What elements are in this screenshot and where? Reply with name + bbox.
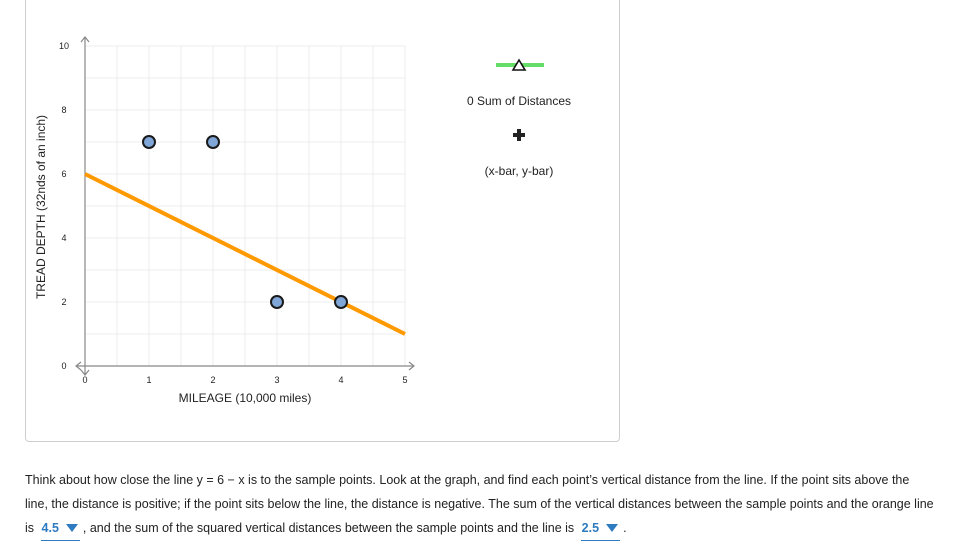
x-tick-label: 4 bbox=[338, 375, 343, 385]
x-tick-label: 5 bbox=[402, 375, 407, 385]
axes bbox=[75, 36, 415, 376]
arrow-left-icon bbox=[75, 361, 82, 371]
y-tick-label: 2 bbox=[61, 297, 66, 307]
y-tick-label: 10 bbox=[59, 41, 69, 51]
mean-point-label: (x-bar, y-bar) bbox=[485, 164, 554, 178]
triangle-marker-icon[interactable] bbox=[511, 58, 527, 71]
arrow-right-icon bbox=[408, 361, 415, 371]
chevron-down-icon bbox=[606, 524, 619, 532]
points-group[interactable] bbox=[142, 135, 348, 309]
plus-icon[interactable] bbox=[513, 129, 525, 141]
x-tick-label: 1 bbox=[146, 375, 151, 385]
scatter-chart: 0 1 2 3 4 5 0 2 4 6 8 10 MILEAGE (10,000 miles) TRE… bbox=[34, 36, 571, 405]
x-tick-label: 3 bbox=[274, 375, 279, 385]
question-paragraph: Think about how close the line y = 6 − x… bbox=[25, 468, 935, 541]
chevron-down-icon bbox=[65, 524, 78, 532]
data-point[interactable] bbox=[206, 135, 220, 149]
data-point[interactable] bbox=[334, 295, 348, 309]
sum-squared-dropdown[interactable]: 2.5 bbox=[580, 516, 621, 541]
sum-squared-value: 2.5 bbox=[581, 521, 600, 535]
graph-panel bbox=[25, 0, 620, 442]
question-text-part3: . bbox=[623, 521, 627, 535]
sum-distances-value: 4.5 bbox=[41, 521, 59, 535]
question-text-part1: Think about how close the line y = 6 − x… bbox=[25, 473, 934, 535]
arrow-down-icon bbox=[80, 369, 90, 376]
data-point[interactable] bbox=[270, 295, 284, 309]
y-tick-label: 8 bbox=[61, 105, 66, 115]
y-tick-label: 6 bbox=[61, 169, 66, 179]
y-tick-label: 4 bbox=[61, 233, 66, 243]
tick-labels: 0 1 2 3 4 5 0 2 4 6 8 10 bbox=[59, 41, 408, 385]
data-point[interactable] bbox=[142, 135, 156, 149]
orange-fit-line[interactable] bbox=[84, 172, 406, 336]
y-axis-label: TREAD DEPTH (32nds of an inch) bbox=[34, 115, 48, 299]
y-tick-label: 0 bbox=[61, 361, 66, 371]
x-axis-label: MILEAGE (10,000 miles) bbox=[179, 391, 312, 405]
sum-distances-dropdown[interactable]: 4.5 bbox=[40, 516, 80, 541]
x-tick-label: 0 bbox=[82, 375, 87, 385]
fit-line-group[interactable] bbox=[84, 172, 406, 336]
x-tick-label: 2 bbox=[210, 375, 215, 385]
legend: 0 Sum of Distances (x-bar, y-bar) bbox=[467, 58, 571, 178]
sum-distances-label: 0 Sum of Distances bbox=[467, 94, 571, 108]
question-text-part2: , and the sum of the squared vertical di… bbox=[82, 521, 575, 535]
arrow-up-icon bbox=[80, 36, 90, 43]
grid bbox=[84, 45, 406, 367]
